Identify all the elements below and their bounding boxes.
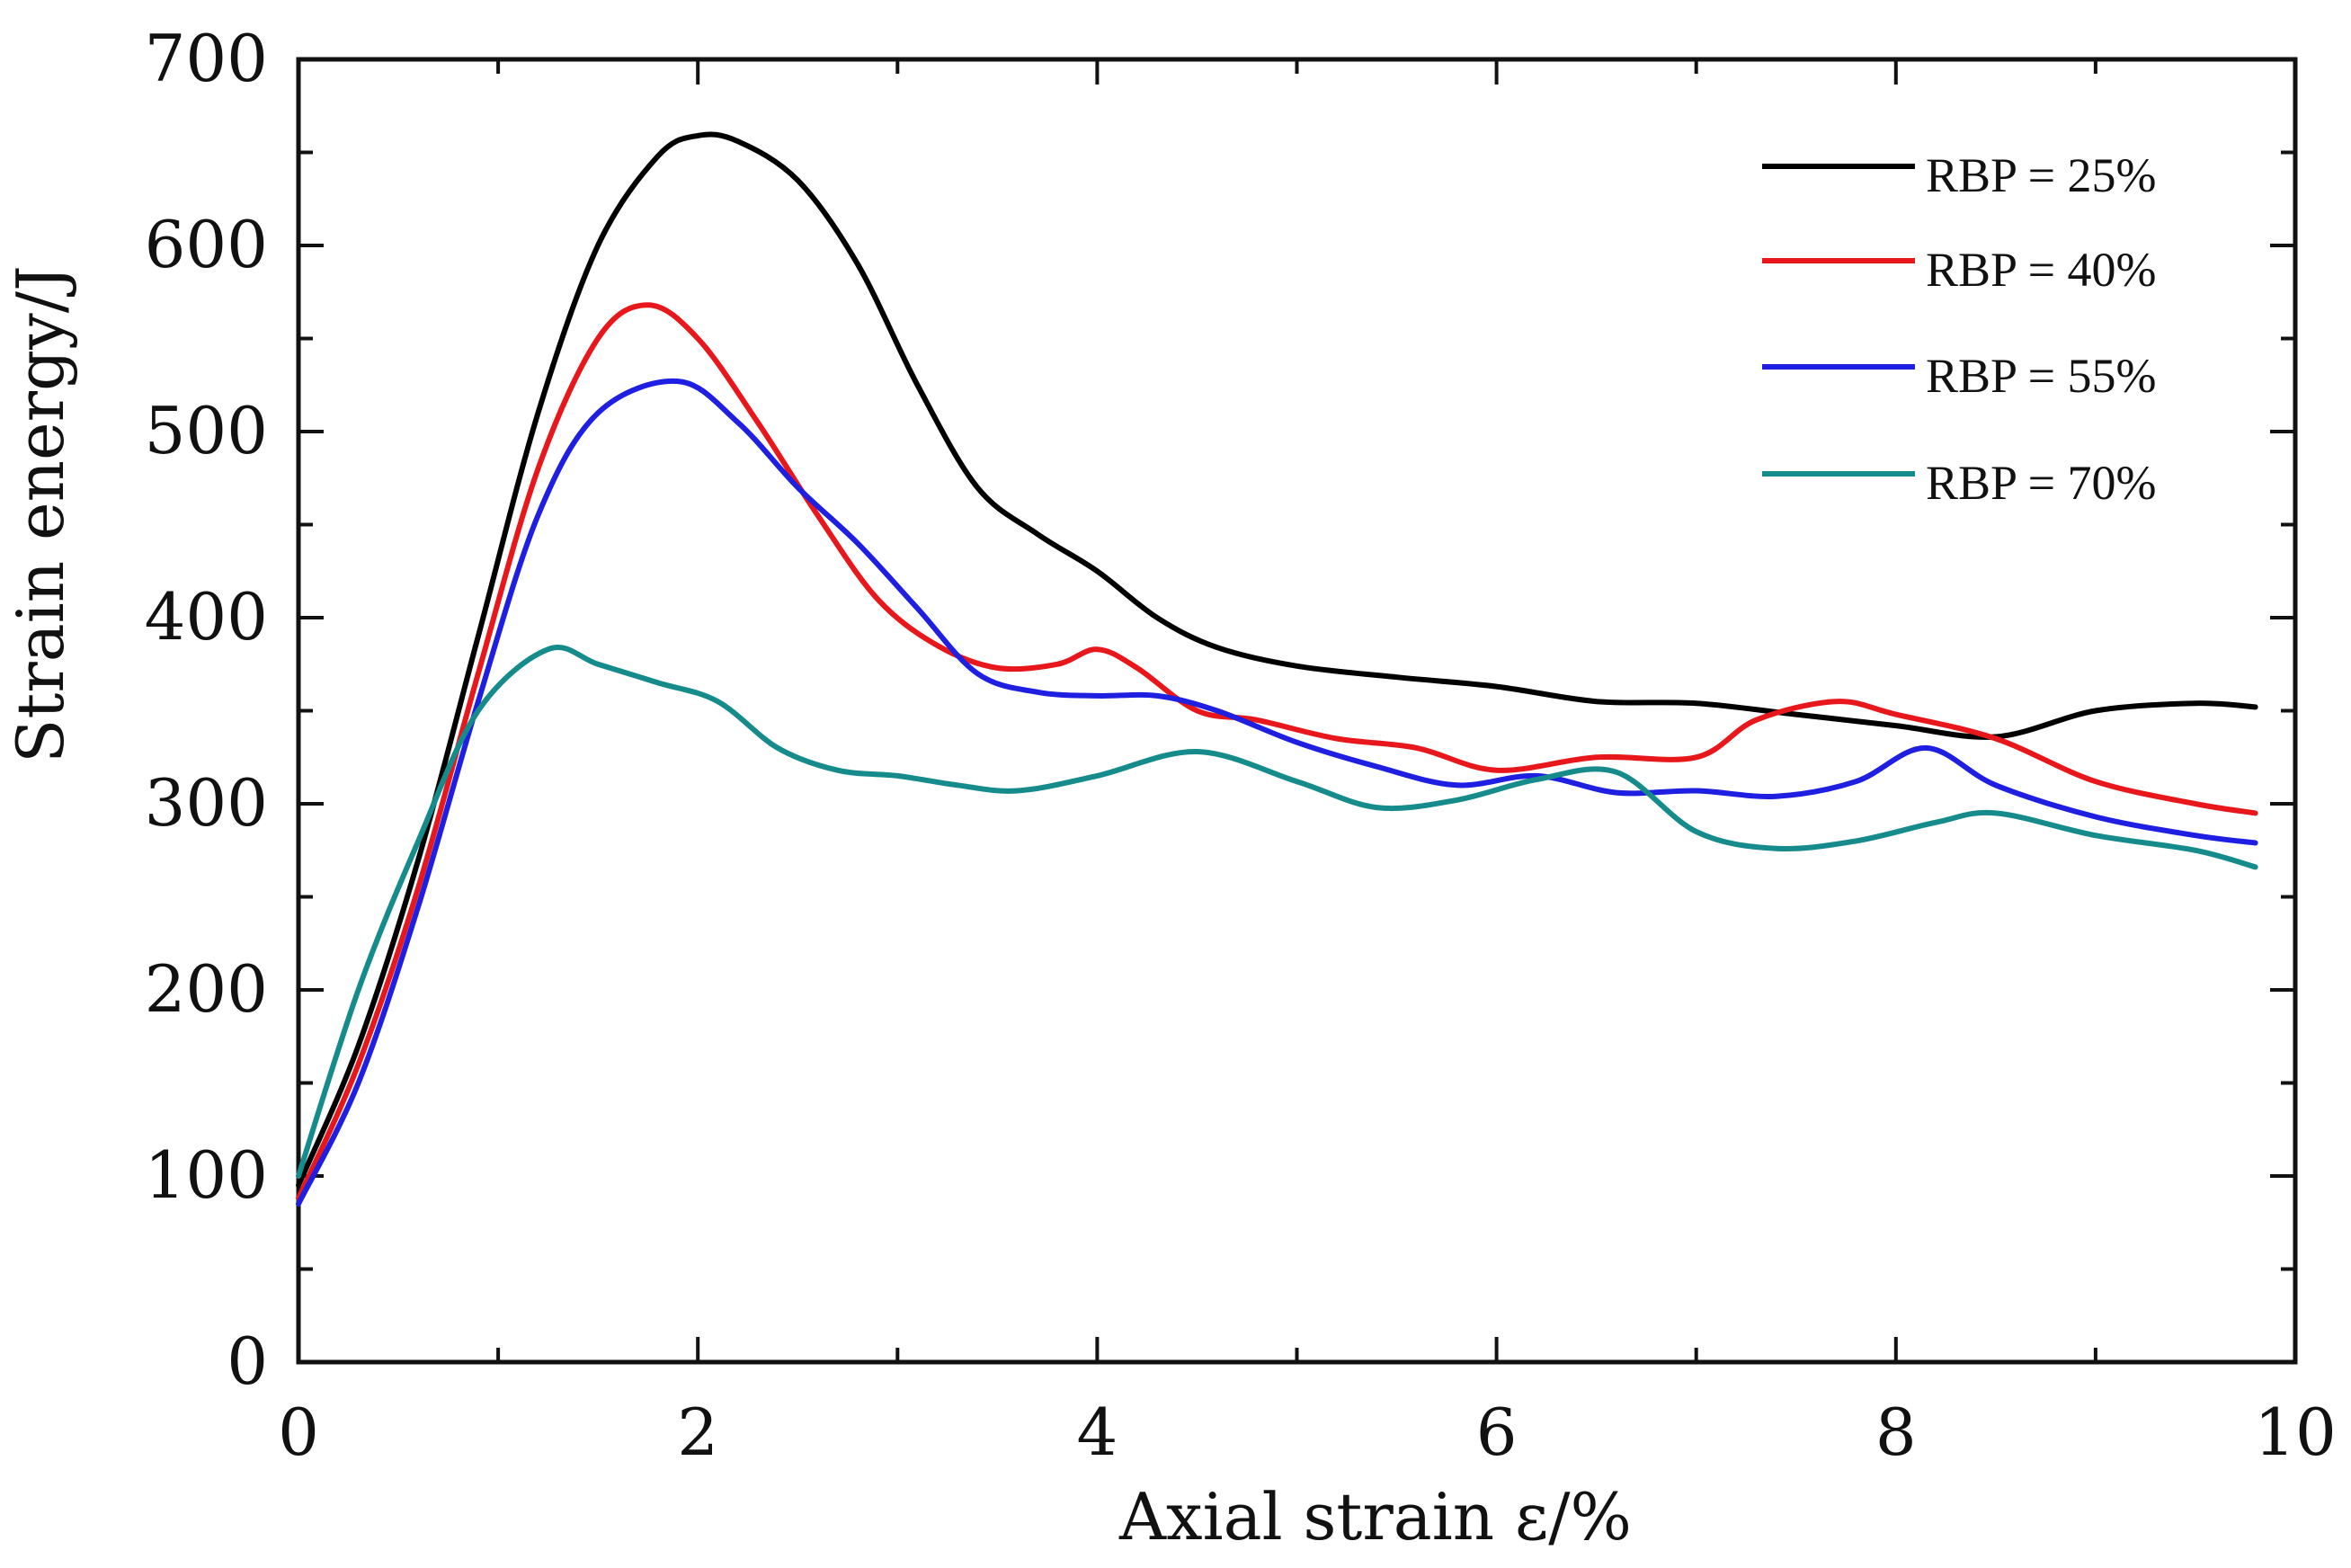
series-layer xyxy=(296,131,2258,1207)
series-line-rbp-55 xyxy=(296,378,2258,1207)
x-axis-ticks: 0 2 4 6 8 10 xyxy=(278,59,2337,1470)
y-tick-label: 0 xyxy=(227,1323,268,1399)
series-line-rbp-25 xyxy=(296,131,2258,1189)
legend-label-rbp-55: RBP = 55% xyxy=(1926,349,2157,403)
y-tick-label: 600 xyxy=(145,207,268,282)
y-tick-label: 300 xyxy=(145,765,268,841)
y-axis-ticks: 0 100 200 300 400 500 600 700 xyxy=(145,21,2295,1399)
x-tick-label: 4 xyxy=(1076,1394,1118,1470)
legend-label-rbp-70: RBP = 70% xyxy=(1926,456,2157,510)
x-tick-label: 6 xyxy=(1476,1394,1518,1470)
x-axis-title: Axial strain ε/% xyxy=(1118,1479,1632,1555)
y-tick-label: 700 xyxy=(145,21,268,96)
y-tick-label: 400 xyxy=(145,579,268,655)
y-tick-label: 100 xyxy=(145,1137,268,1213)
series-line-rbp-40 xyxy=(296,302,2258,1201)
x-tick-label: 10 xyxy=(2254,1394,2337,1470)
x-tick-label: 8 xyxy=(1875,1394,1917,1470)
series-line-rbp-70 xyxy=(296,645,2258,1179)
legend: RBP = 25% RBP = 40% RBP = 55% RBP = 70% xyxy=(1762,148,2157,510)
x-tick-label: 2 xyxy=(677,1394,718,1470)
legend-label-rbp-40: RBP = 40% xyxy=(1926,243,2157,297)
y-tick-label: 500 xyxy=(145,393,268,468)
y-tick-label: 200 xyxy=(145,951,268,1027)
x-tick-label: 0 xyxy=(278,1394,319,1470)
legend-label-rbp-25: RBP = 25% xyxy=(1926,148,2157,202)
y-axis-title: Strain energy/J xyxy=(3,265,78,763)
